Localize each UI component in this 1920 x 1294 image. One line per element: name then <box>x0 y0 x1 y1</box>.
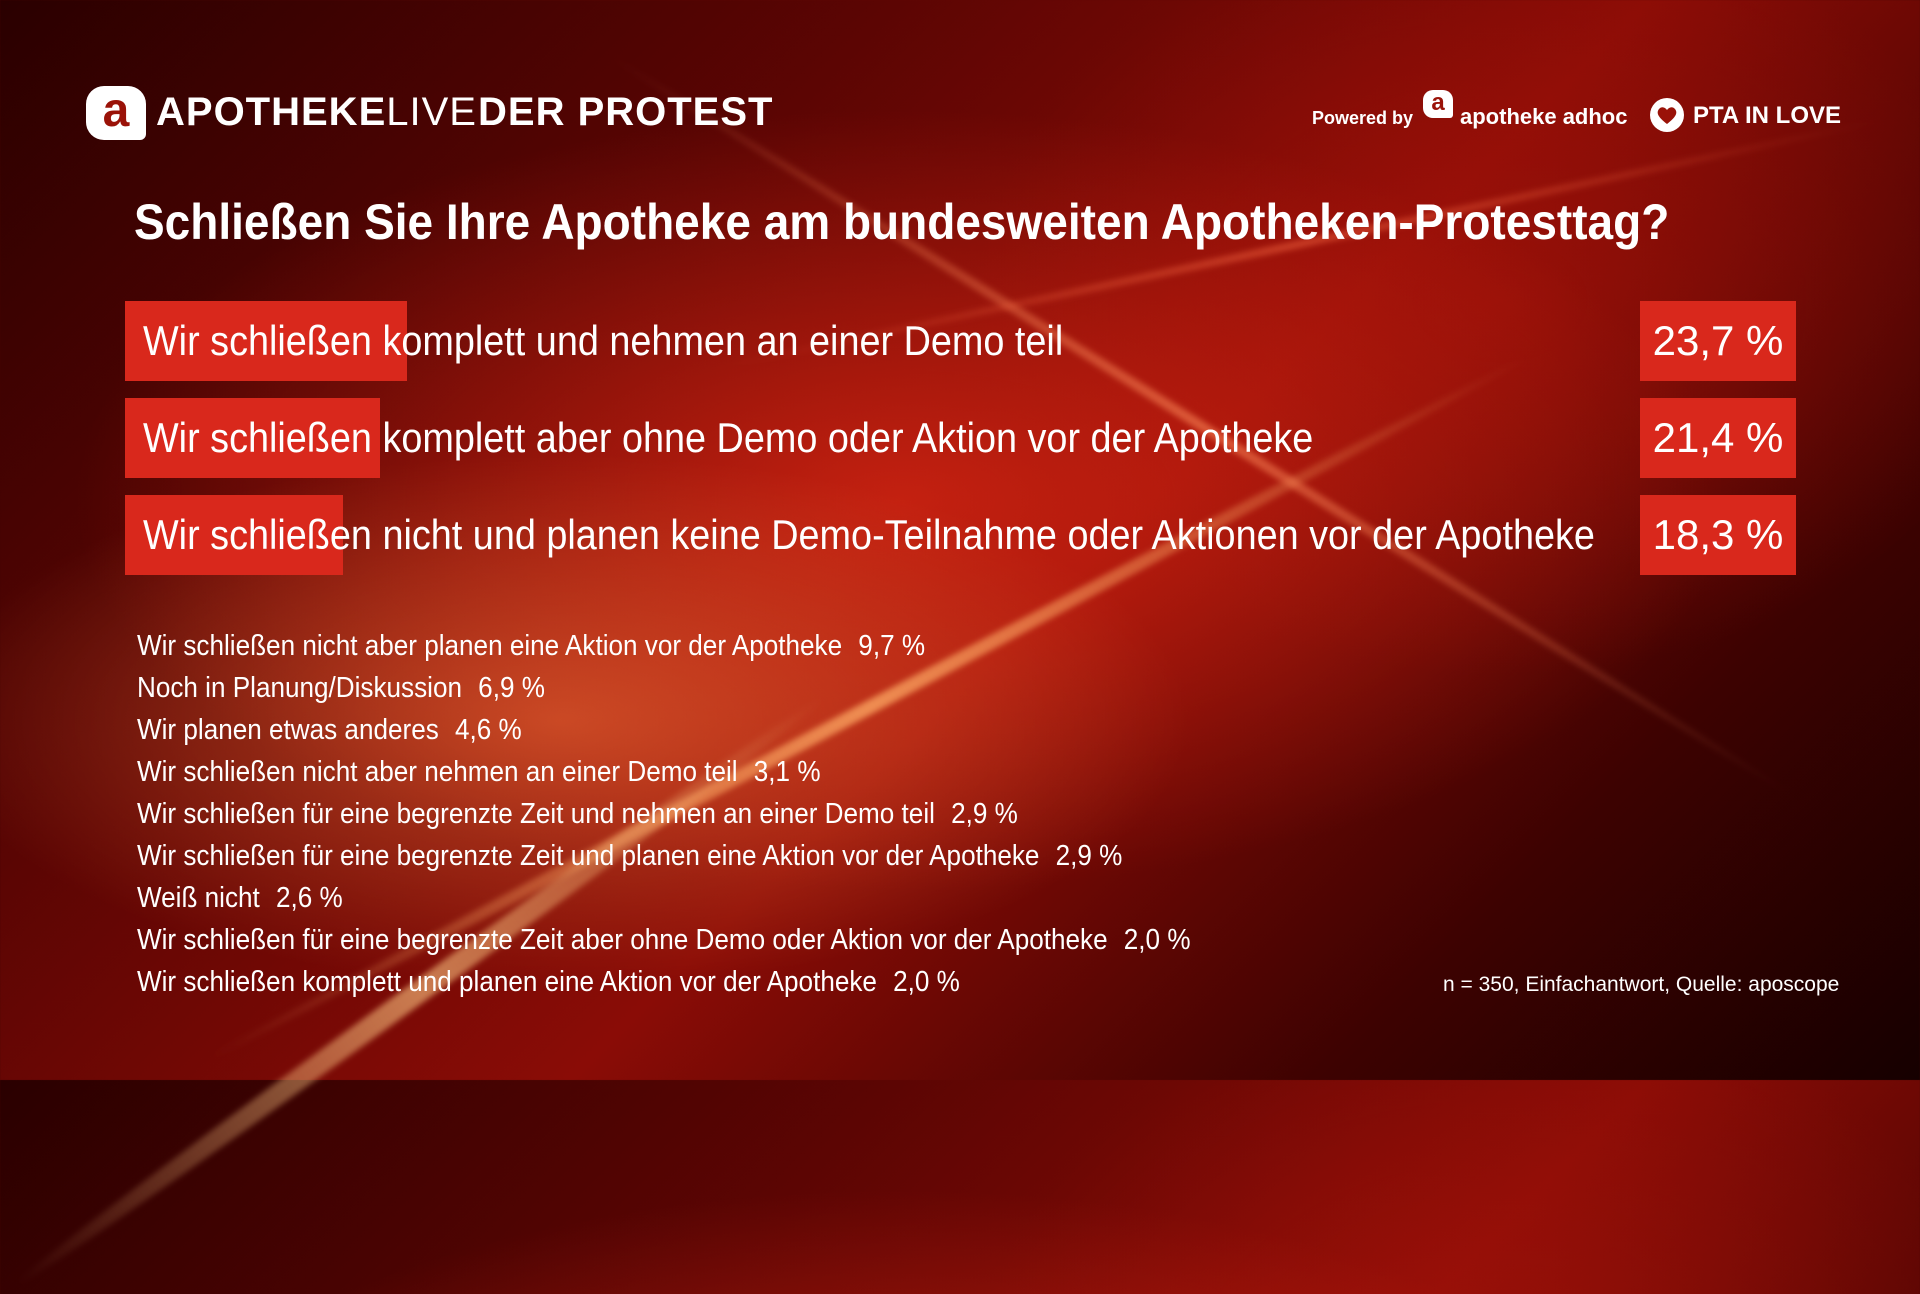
top-answer-row: Wir schließen nicht und planen keine Dem… <box>125 495 1796 575</box>
logo-letter: a <box>102 84 130 137</box>
list-item: Wir schließen nicht aber planen eine Akt… <box>137 625 1191 667</box>
answer-label: Wir schließen nicht aber nehmen an einer… <box>137 756 738 788</box>
answer-label: Weiß nicht <box>137 882 260 914</box>
answer-label: Wir schließen für eine begrenzte Zeit un… <box>137 840 1040 872</box>
powered-by-label: Powered by <box>1312 108 1414 128</box>
list-item: Wir schließen komplett und planen eine A… <box>137 961 1191 1003</box>
pta-in-love-label: PTA IN LOVE <box>1693 102 1842 129</box>
data-label: 23,7 % <box>1652 317 1784 364</box>
data-label: 3,1 % <box>753 756 821 788</box>
top-answer-row: Wir schließen komplett und nehmen an ein… <box>125 301 1796 381</box>
data-label: 2,0 % <box>1123 924 1191 956</box>
answer-label: Wir schließen nicht aber planen eine Akt… <box>137 630 843 662</box>
apotheke-adhoc-logo-icon: a <box>1423 90 1453 118</box>
data-label: 4,6 % <box>454 714 522 746</box>
der-protest-title: DER PROTEST <box>478 90 774 134</box>
list-item: Noch in Planung/Diskussion 6,9 % <box>137 667 1191 709</box>
other-answers-list: Wir schließen nicht aber planen eine Akt… <box>137 625 1308 1003</box>
answer-label: Wir schließen für eine begrenzte Zeit ab… <box>137 924 1108 956</box>
data-label: 2,6 % <box>276 882 343 914</box>
answer-label: Noch in Planung/Diskussion <box>137 672 462 704</box>
header: a APOTHEKELIVE DER PROTEST Powered by a … <box>0 0 1920 160</box>
bar <box>125 301 407 381</box>
value-box: 21,4 % <box>1640 398 1796 478</box>
heart-icon <box>1650 98 1684 132</box>
list-item: Wir planen etwas anderes 4,6 % <box>137 709 1191 751</box>
apotheke-adhoc-label: apotheke adhoc <box>1460 104 1628 129</box>
brand-name: APOTHEKELIVE <box>156 88 477 136</box>
data-label: 9,7 % <box>858 630 926 662</box>
brand-bold: APOTHEKE <box>156 90 387 134</box>
value-box: 18,3 % <box>1640 495 1796 575</box>
bar-label: Wir schließen nicht und planen keine Dem… <box>143 511 1595 558</box>
bar <box>125 398 380 478</box>
data-label: 6,9 % <box>478 672 545 704</box>
top-answer-row: Wir schließen komplett aber ohne Demo od… <box>125 398 1796 478</box>
list-item: Wir schließen für eine begrenzte Zeit un… <box>137 793 1191 835</box>
data-label: 2,0 % <box>893 966 960 998</box>
answer-label: Wir schließen komplett und planen eine A… <box>137 966 877 998</box>
bar <box>125 495 343 575</box>
brand-light: LIVE <box>386 90 477 134</box>
list-item: Wir schließen nicht aber nehmen an einer… <box>137 751 1191 793</box>
adhoc-letter: a <box>1431 89 1445 116</box>
bar-label: Wir schließen komplett aber ohne Demo od… <box>143 414 1314 461</box>
value-box: 23,7 % <box>1640 301 1796 381</box>
list-item: Wir schließen für eine begrenzte Zeit un… <box>137 835 1191 877</box>
data-label: 21,4 % <box>1652 414 1784 461</box>
footnote: n = 350, Einfachantwort, Quelle: aposcop… <box>1443 973 1840 996</box>
bar-label: Wir schließen komplett und nehmen an ein… <box>143 317 1064 364</box>
answer-label: Wir schließen für eine begrenzte Zeit un… <box>137 798 935 830</box>
apotheke-live-logo-icon: a <box>86 86 146 140</box>
chart-title: Schließen Sie Ihre Apotheke am bundeswei… <box>134 194 1670 250</box>
data-label: 18,3 % <box>1652 511 1784 558</box>
data-label: 2,9 % <box>951 798 1018 830</box>
list-item: Weiß nicht 2,6 % <box>137 877 1191 919</box>
list-item: Wir schließen für eine begrenzte Zeit ab… <box>137 919 1191 961</box>
data-label: 2,9 % <box>1055 840 1123 872</box>
answer-label: Wir planen etwas anderes <box>137 714 439 746</box>
